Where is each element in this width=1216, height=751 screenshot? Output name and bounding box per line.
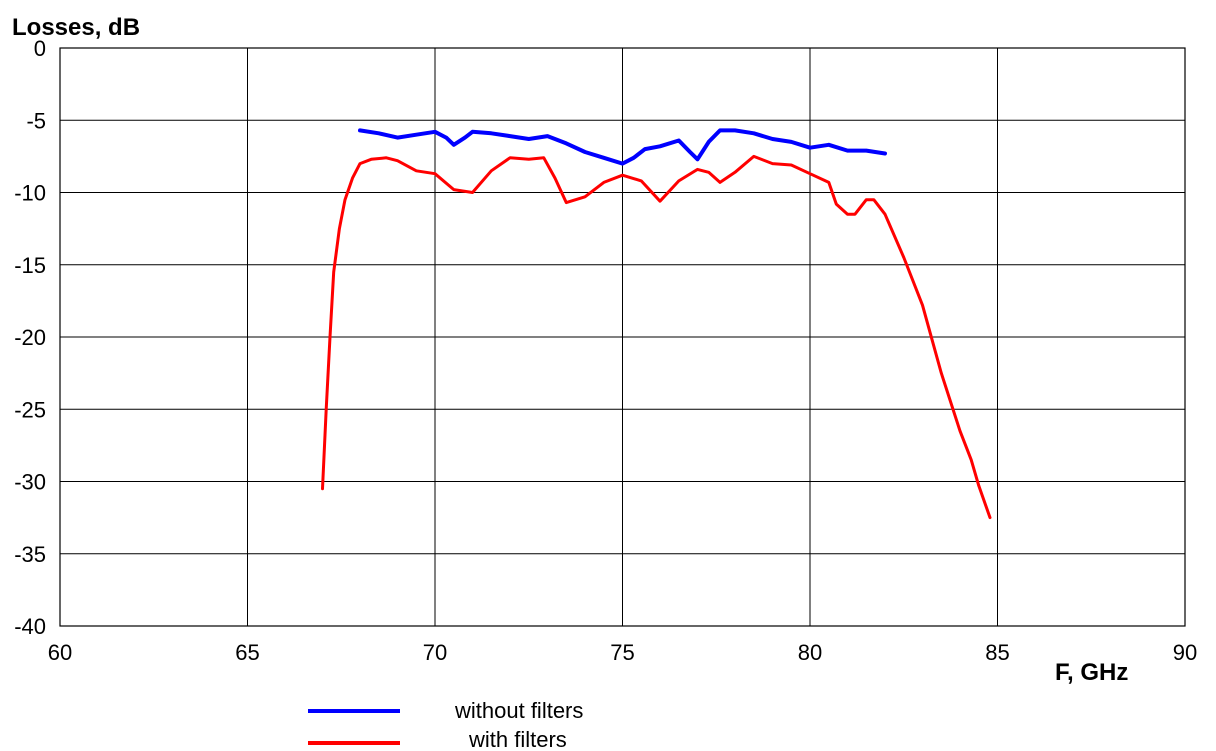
- y-tick-label: -15: [14, 253, 46, 278]
- y-tick-label: -40: [14, 614, 46, 639]
- y-tick-label: -20: [14, 325, 46, 350]
- y-tick-label: -25: [14, 397, 46, 422]
- y-tick-labels: 0 -5 -10 -15 -20 -25 -30 -35 -40: [14, 36, 46, 639]
- plot-frame: [59, 47, 1186, 627]
- y-tick-label: -30: [14, 470, 46, 495]
- series-lines: [321, 128, 992, 520]
- series-line-without-filters: [358, 128, 887, 166]
- legend: without filters with filters: [308, 698, 583, 751]
- y-tick-label: 0: [34, 36, 46, 61]
- y-tick-label: -5: [26, 108, 46, 133]
- x-tick-label: 90: [1173, 640, 1197, 665]
- x-tick-label: 70: [423, 640, 447, 665]
- y-axis-title: Losses, dB: [12, 14, 140, 41]
- x-tick-label: 75: [610, 640, 634, 665]
- legend-label-with-filters: with filters: [468, 727, 567, 751]
- series-line-with-filters: [321, 154, 992, 520]
- x-tick-label: 80: [798, 640, 822, 665]
- x-tick-label: 65: [235, 640, 259, 665]
- x-tick-label: 60: [48, 640, 72, 665]
- x-tick-labels: 60 65 70 75 80 85 90: [48, 640, 1197, 665]
- legend-label-without-filters: without filters: [454, 698, 583, 723]
- x-axis-title: F, GHz: [1055, 659, 1128, 686]
- x-tick-label: 85: [985, 640, 1009, 665]
- grid-lines: [59, 47, 1186, 627]
- y-tick-label: -10: [14, 181, 46, 206]
- y-tick-label: -35: [14, 542, 46, 567]
